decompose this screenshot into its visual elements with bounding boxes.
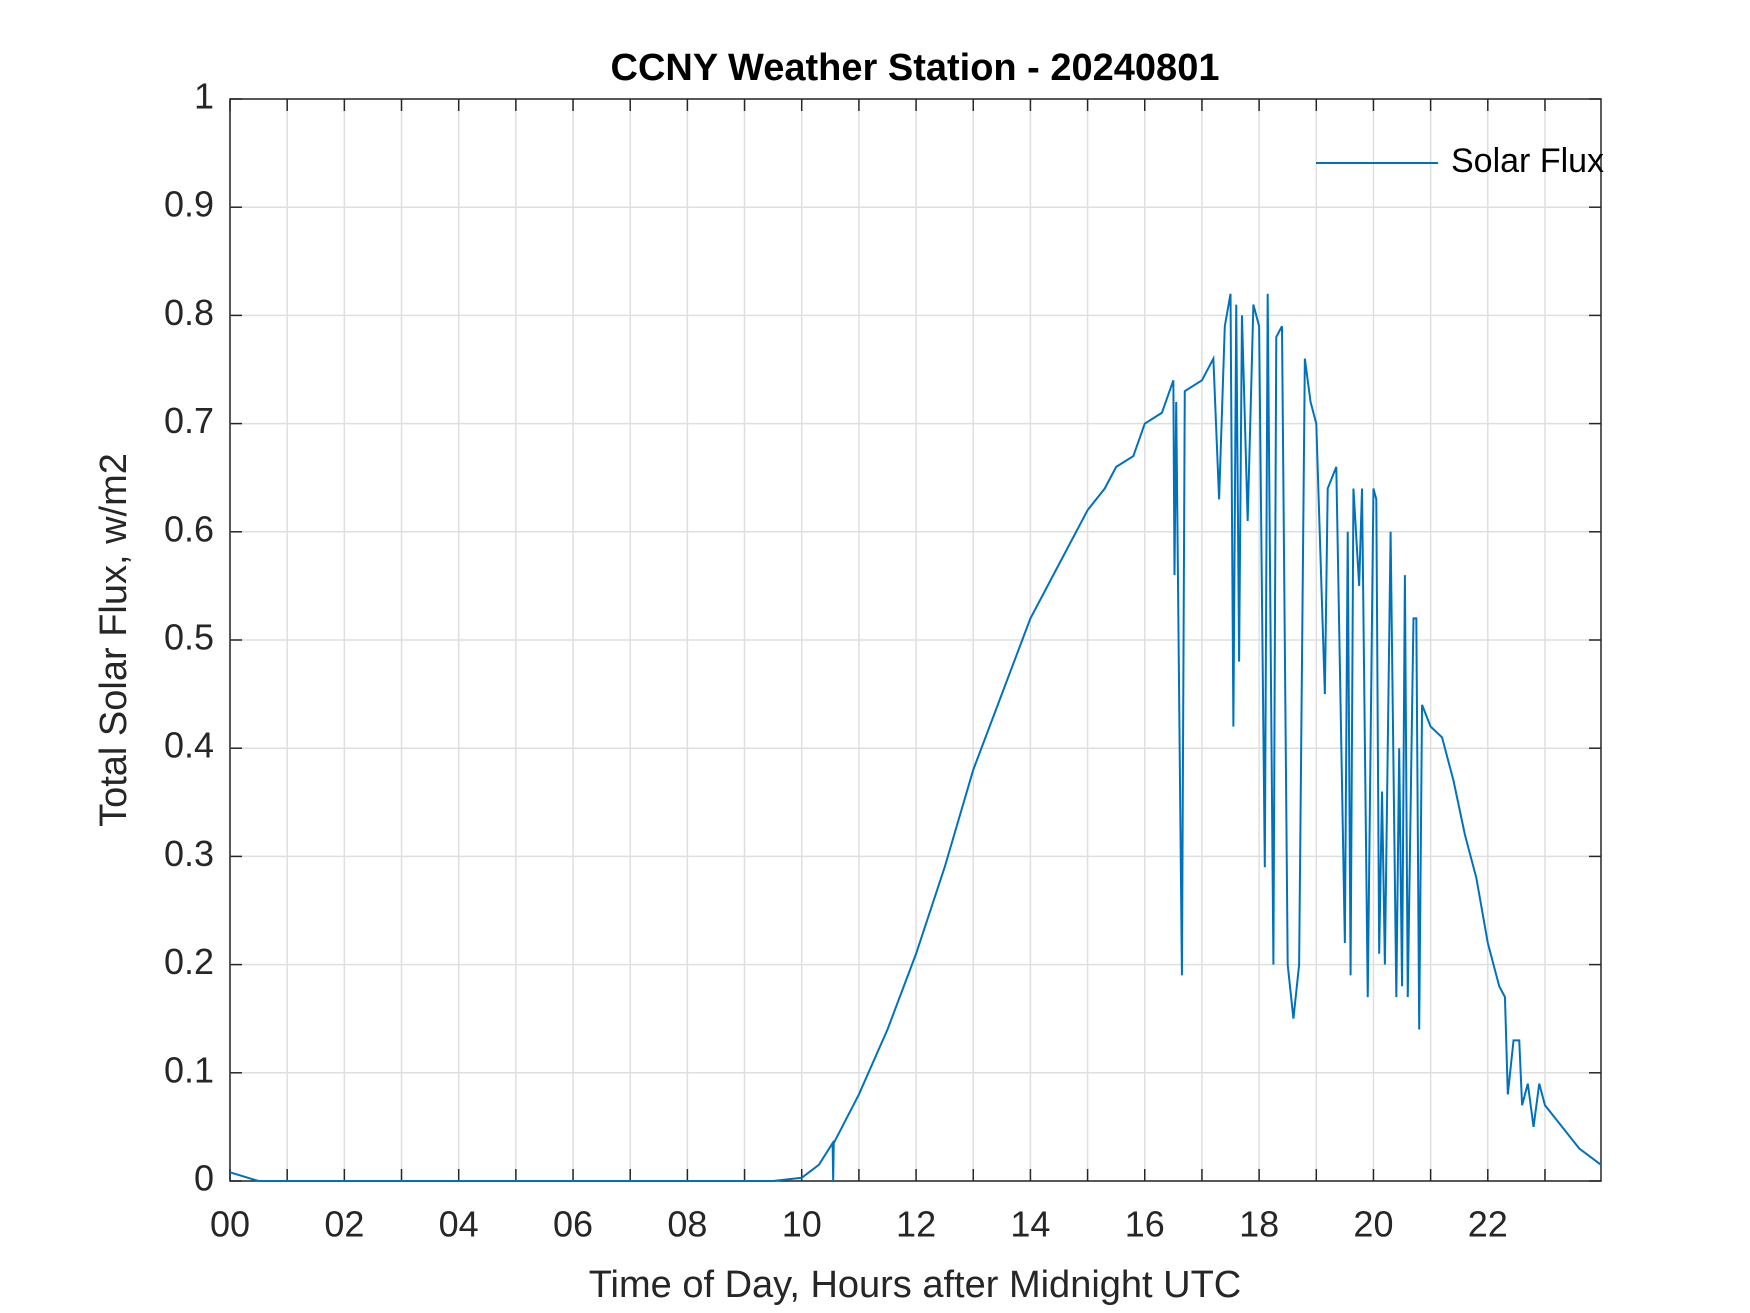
x-tick-label: 08 bbox=[667, 1204, 707, 1245]
data-line bbox=[229, 293, 1602, 1182]
y-tick-label: 0.4 bbox=[164, 725, 214, 766]
x-tick-label: 16 bbox=[1125, 1204, 1165, 1245]
x-tick-label: 00 bbox=[210, 1204, 250, 1245]
y-tick-label: 0.9 bbox=[164, 184, 214, 225]
y-tick-label: 0.1 bbox=[164, 1049, 214, 1090]
y-tick-label: 0 bbox=[194, 1158, 214, 1199]
y-tick-label: 1 bbox=[194, 76, 214, 117]
y-tick-label: 0.5 bbox=[164, 617, 214, 658]
y-tick-label: 0.3 bbox=[164, 833, 214, 874]
y-axis-label: Total Solar Flux, w/m2 bbox=[93, 453, 135, 827]
x-axis-label: Time of Day, Hours after Midnight UTC bbox=[589, 1264, 1242, 1306]
y-tick-label: 0.6 bbox=[164, 508, 214, 549]
x-tick-label: 12 bbox=[896, 1204, 936, 1245]
x-tick-label: 22 bbox=[1468, 1204, 1508, 1245]
y-tick-label: 0.2 bbox=[164, 941, 214, 982]
x-tick-label: 10 bbox=[782, 1204, 822, 1245]
plot-frame bbox=[229, 98, 1602, 1182]
y-tick-label: 0.8 bbox=[164, 292, 214, 333]
x-tick-label: 20 bbox=[1353, 1204, 1393, 1245]
legend-label: Solar Flux bbox=[1451, 142, 1604, 180]
chart-title: CCNY Weather Station - 20240801 bbox=[611, 47, 1220, 89]
y-tick-label: 0.7 bbox=[164, 400, 214, 441]
x-tick-label: 02 bbox=[324, 1204, 364, 1245]
x-tick-label: 18 bbox=[1239, 1204, 1279, 1245]
x-tick-label: 06 bbox=[553, 1204, 593, 1245]
x-tick-label: 14 bbox=[1010, 1204, 1050, 1245]
x-tick-label: 04 bbox=[439, 1204, 479, 1245]
